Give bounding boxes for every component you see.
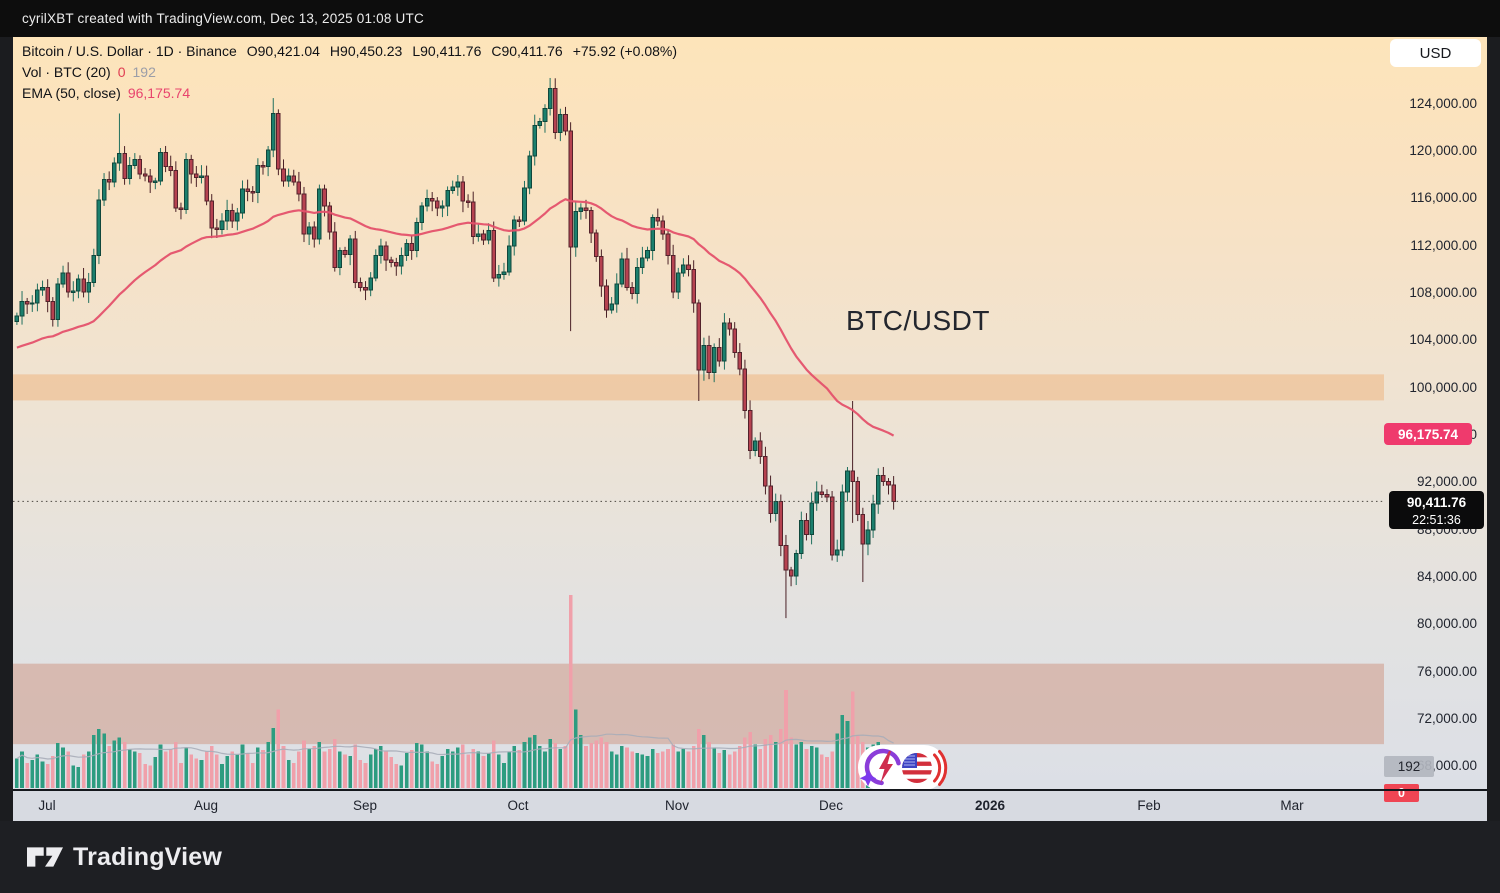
tradingview-logo-icon [27,847,63,867]
symbol-title[interactable]: Bitcoin / U.S. Dollar · 1D · Binance [22,43,237,59]
time-tick-label: Oct [507,798,529,813]
price-tick-label: 100,000.00 [1409,380,1477,395]
time-tick-label: Aug [193,798,219,813]
ema-legend-row: EMA (50, close) 96,175.74 [22,85,190,101]
volume-ma-value: 192 [132,64,156,80]
ohlc-low: L90,411.76 [412,43,482,59]
price-tick-label: 72,000.00 [1416,711,1477,726]
price-tick-label: 120,000.00 [1409,143,1477,158]
axis-separator-line [13,789,1487,791]
tradingview-logo: TradingView [27,843,222,872]
time-tick-label: Feb [1137,798,1161,813]
last-price-badge: 90,411.76 22:51:36 [1389,491,1484,529]
attribution-bar: cyrilXBT created with TradingView.com, D… [0,0,1500,37]
time-tick-label: Jul [38,798,56,813]
price-tick-label: 84,000.00 [1416,569,1477,584]
ohlc-high: H90,450.23 [329,43,403,59]
volume-legend-row: Vol · BTC (20) 0 192 [22,64,156,80]
time-tick-label: Nov [664,798,690,813]
ema-price-badge: 96,175.74 [1384,423,1472,445]
attribution-text: cyrilXBT created with TradingView.com, D… [22,11,424,26]
footer-bar: TradingView [0,821,1500,893]
price-tick-label: 76,000.00 [1416,664,1477,679]
ohlc-close: C90,411.76 [491,43,563,59]
chart-canvas[interactable] [13,37,1384,790]
volume-legend-label[interactable]: Vol · BTC (20) [22,64,111,80]
price-tick-label: 124,000.00 [1409,96,1477,111]
price-tick-label: 116,000.00 [1410,190,1477,205]
ema-current-value: 96,175.74 [127,85,191,101]
time-tick-label: Dec [818,798,844,813]
ohlc-open: O90,421.04 [246,43,320,59]
bar-countdown: 22:51:36 [1412,512,1461,527]
ema-legend-label[interactable]: EMA (50, close) [22,85,121,101]
volume-ma-badge: 192 [1384,756,1434,777]
price-tick-label: 112,000.00 [1410,238,1477,253]
volume-value-badge: 0 [1384,784,1419,802]
price-tick-label: 92,000.00 [1416,474,1477,489]
tradingview-logo-text: TradingView [73,842,223,871]
time-tick-label: Sep [352,798,378,813]
symbol-header: Bitcoin / U.S. Dollar · 1D · Binance O90… [22,43,677,59]
time-axis[interactable]: Jul Aug Sep Oct Nov Dec 2026 Feb Mar [13,791,1487,821]
price-tick-label: 104,000.00 [1409,332,1477,347]
chart-text-annotation[interactable]: BTC/USDT [846,305,990,336]
sparkle-lightning-emoji [859,748,902,787]
us-flag-emoji [901,750,948,786]
time-tick-label: 2026 [974,798,1006,813]
currency-toggle-button[interactable]: USD [1390,39,1481,67]
price-change: +75.92 (+0.08%) [572,43,678,59]
volume-current-value: 0 [117,64,126,80]
time-tick-label: Mar [1280,798,1304,813]
emoji-sticker[interactable] [856,740,948,794]
last-price-value: 90,411.76 [1406,494,1467,510]
price-tick-label: 108,000.00 [1409,285,1477,300]
price-tick-label: 80,000.00 [1416,616,1477,631]
